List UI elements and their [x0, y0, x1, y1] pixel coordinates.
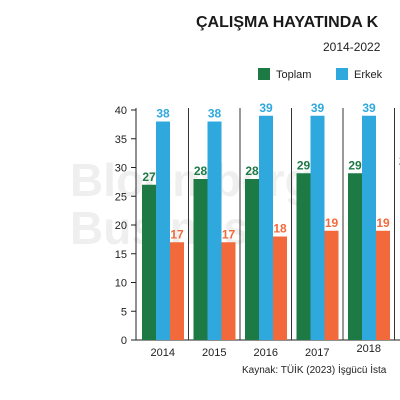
bar	[170, 242, 184, 340]
x-tick-label: 2014	[151, 347, 175, 359]
data-label: 28	[245, 164, 259, 178]
data-label: 17	[222, 227, 236, 241]
x-tick-label: 2017	[305, 347, 329, 359]
x-tick-label: 2015	[202, 347, 226, 359]
data-label: 28	[194, 164, 208, 178]
legend: Toplam Erkek	[258, 68, 383, 81]
x-tick-label: 2016	[254, 347, 278, 359]
legend-label-erkek: Erkek	[354, 69, 383, 81]
y-tick-label: 30	[115, 163, 127, 175]
watermark-line-1: Bloomberg	[70, 154, 313, 206]
y-tick-label: 40	[115, 105, 127, 117]
data-label: 17	[170, 227, 184, 241]
bar	[245, 179, 259, 340]
bars: 2738172838172839182939192939192	[142, 101, 400, 340]
data-label: 19	[376, 216, 390, 230]
y-tick-label: 35	[115, 134, 127, 146]
y-tick-label: 25	[115, 191, 127, 203]
chart-title: ÇALIŞMA HAYATINDA K	[196, 14, 379, 31]
data-label: 29	[297, 158, 311, 172]
legend-label-toplam: Toplam	[276, 69, 311, 81]
bar	[376, 230, 390, 340]
data-label: 38	[208, 107, 222, 121]
bar	[221, 242, 236, 340]
x-tick-label: 2018	[357, 343, 381, 355]
bar	[348, 173, 362, 340]
data-label: 39	[259, 101, 273, 115]
data-label: 18	[273, 222, 287, 236]
bar	[142, 184, 156, 340]
legend-swatch-erkek	[336, 68, 348, 80]
axes: 0 5 10 15 20 25 30 35 40 2014 2015 2016 2017 2018	[115, 105, 400, 359]
bar	[296, 173, 311, 340]
y-tick-label: 0	[121, 335, 127, 347]
chart-subtitle: 2014-2022	[323, 40, 381, 54]
bar	[259, 115, 273, 340]
data-label: 27	[142, 170, 156, 184]
data-label: 39	[362, 101, 376, 115]
bar	[273, 236, 287, 340]
data-label: 29	[348, 158, 362, 172]
bar	[310, 115, 325, 340]
bar	[362, 115, 376, 340]
bar	[207, 121, 222, 340]
bar	[193, 179, 208, 340]
data-label: 38	[156, 107, 170, 121]
bar	[324, 230, 339, 340]
data-label: 19	[325, 216, 339, 230]
y-tick-label: 10	[115, 278, 127, 290]
y-tick-label: 5	[121, 306, 127, 318]
legend-swatch-toplam	[258, 68, 270, 80]
bar	[156, 121, 170, 340]
y-tick-label: 15	[115, 249, 127, 261]
y-tick-label: 20	[115, 220, 127, 232]
source-note: Kaynak: TÜİK (2023) İşgücü İsta	[242, 363, 387, 376]
data-label: 39	[311, 101, 325, 115]
